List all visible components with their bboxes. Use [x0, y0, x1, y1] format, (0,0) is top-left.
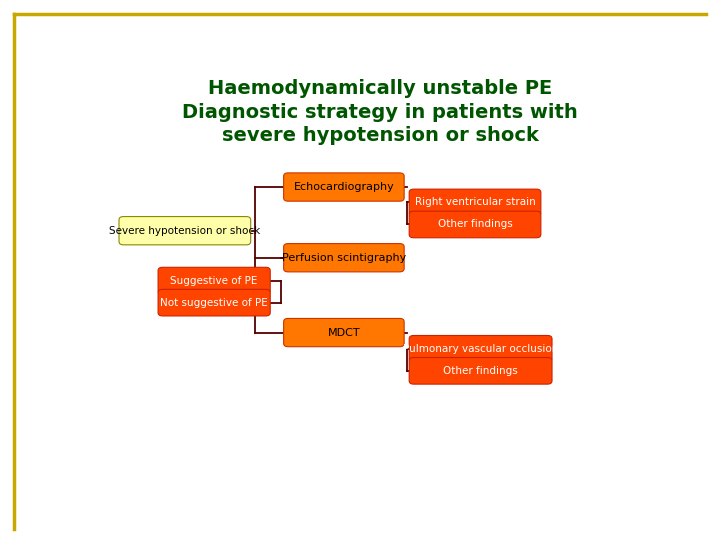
Text: Right ventricular strain: Right ventricular strain — [415, 198, 536, 207]
FancyBboxPatch shape — [284, 173, 404, 201]
FancyBboxPatch shape — [284, 319, 404, 347]
Text: Suggestive of PE: Suggestive of PE — [171, 275, 258, 286]
FancyBboxPatch shape — [158, 267, 270, 294]
FancyBboxPatch shape — [284, 244, 404, 272]
Text: Pulmonary vascular occlusion: Pulmonary vascular occlusion — [403, 344, 558, 354]
Text: Not suggestive of PE: Not suggestive of PE — [161, 298, 268, 308]
FancyBboxPatch shape — [158, 289, 270, 316]
FancyBboxPatch shape — [409, 189, 541, 216]
Text: Severe hypotension or shock: Severe hypotension or shock — [109, 226, 261, 235]
FancyBboxPatch shape — [119, 217, 251, 245]
Text: Other findings: Other findings — [438, 219, 513, 230]
Text: Other findings: Other findings — [444, 366, 518, 376]
Text: Echocardiography: Echocardiography — [294, 182, 395, 192]
Text: MDCT: MDCT — [328, 328, 360, 338]
FancyBboxPatch shape — [409, 335, 552, 362]
Text: Perfusion scintigraphy: Perfusion scintigraphy — [282, 253, 406, 263]
FancyBboxPatch shape — [409, 211, 541, 238]
FancyBboxPatch shape — [409, 357, 552, 384]
Text: Haemodynamically unstable PE
Diagnostic strategy in patients with
severe hypoten: Haemodynamically unstable PE Diagnostic … — [182, 79, 578, 145]
